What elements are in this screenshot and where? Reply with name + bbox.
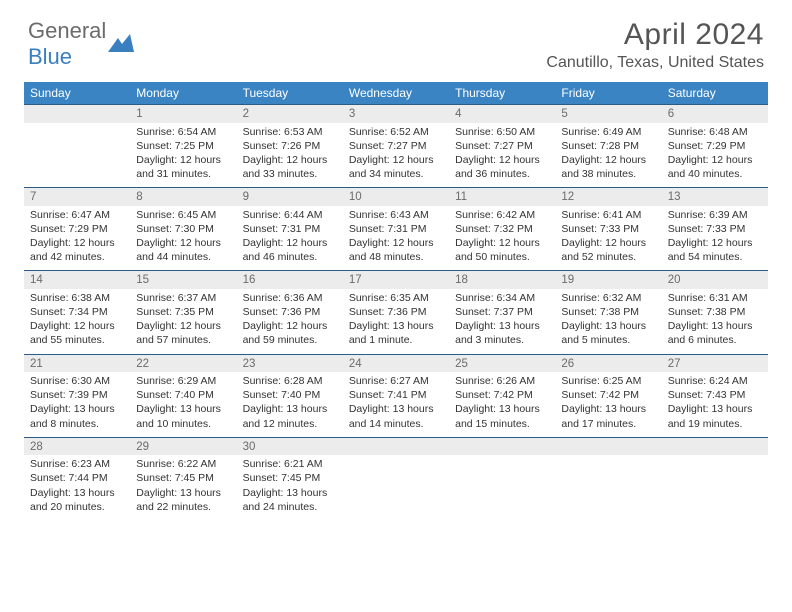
day-number: 18 [449, 271, 555, 289]
day-cell: Sunrise: 6:34 AMSunset: 7:37 PMDaylight:… [449, 289, 555, 354]
daynum-row: 282930 [24, 437, 768, 455]
daynum-row: 123456 [24, 105, 768, 123]
day-number: 20 [662, 271, 768, 289]
day-cell: Sunrise: 6:53 AMSunset: 7:26 PMDaylight:… [237, 123, 343, 188]
day-cell: Sunrise: 6:50 AMSunset: 7:27 PMDaylight:… [449, 123, 555, 188]
day-cell: Sunrise: 6:45 AMSunset: 7:30 PMDaylight:… [130, 206, 236, 271]
day-cell: Sunrise: 6:32 AMSunset: 7:38 PMDaylight:… [555, 289, 661, 354]
day-cell: Sunrise: 6:22 AMSunset: 7:45 PMDaylight:… [130, 455, 236, 520]
day-number: 28 [24, 437, 130, 455]
day-number: 2 [237, 105, 343, 123]
logo-blue: Blue [28, 44, 72, 69]
day-number: 6 [662, 105, 768, 123]
day-number: 23 [237, 354, 343, 372]
day-number: 21 [24, 354, 130, 372]
day-cell [24, 123, 130, 188]
day-cell: Sunrise: 6:44 AMSunset: 7:31 PMDaylight:… [237, 206, 343, 271]
day-cell: Sunrise: 6:48 AMSunset: 7:29 PMDaylight:… [662, 123, 768, 188]
day-number: 9 [237, 188, 343, 206]
day-cell: Sunrise: 6:39 AMSunset: 7:33 PMDaylight:… [662, 206, 768, 271]
day-cell: Sunrise: 6:49 AMSunset: 7:28 PMDaylight:… [555, 123, 661, 188]
logo-text: General Blue [28, 18, 106, 70]
day-cell: Sunrise: 6:24 AMSunset: 7:43 PMDaylight:… [662, 372, 768, 437]
day-number: 29 [130, 437, 236, 455]
day-header: Wednesday [343, 82, 449, 105]
day-number: 16 [237, 271, 343, 289]
day-cell [555, 455, 661, 520]
day-number [24, 105, 130, 123]
day-cell: Sunrise: 6:31 AMSunset: 7:38 PMDaylight:… [662, 289, 768, 354]
day-number: 8 [130, 188, 236, 206]
day-number: 30 [237, 437, 343, 455]
daynum-row: 21222324252627 [24, 354, 768, 372]
day-number: 25 [449, 354, 555, 372]
day-number: 3 [343, 105, 449, 123]
day-number: 11 [449, 188, 555, 206]
day-number: 19 [555, 271, 661, 289]
day-cell: Sunrise: 6:37 AMSunset: 7:35 PMDaylight:… [130, 289, 236, 354]
logo-triangle-icon [108, 34, 134, 54]
day-cell: Sunrise: 6:35 AMSunset: 7:36 PMDaylight:… [343, 289, 449, 354]
day-cell: Sunrise: 6:28 AMSunset: 7:40 PMDaylight:… [237, 372, 343, 437]
content-row: Sunrise: 6:47 AMSunset: 7:29 PMDaylight:… [24, 206, 768, 271]
day-header-row: Sunday Monday Tuesday Wednesday Thursday… [24, 82, 768, 105]
day-cell: Sunrise: 6:21 AMSunset: 7:45 PMDaylight:… [237, 455, 343, 520]
day-number: 26 [555, 354, 661, 372]
day-number: 24 [343, 354, 449, 372]
day-cell [343, 455, 449, 520]
day-number: 13 [662, 188, 768, 206]
month-title: April 2024 [546, 18, 764, 52]
day-header: Sunday [24, 82, 130, 105]
day-number [449, 437, 555, 455]
day-cell: Sunrise: 6:47 AMSunset: 7:29 PMDaylight:… [24, 206, 130, 271]
day-cell: Sunrise: 6:23 AMSunset: 7:44 PMDaylight:… [24, 455, 130, 520]
day-number: 7 [24, 188, 130, 206]
day-header: Tuesday [237, 82, 343, 105]
day-cell: Sunrise: 6:54 AMSunset: 7:25 PMDaylight:… [130, 123, 236, 188]
day-number: 15 [130, 271, 236, 289]
title-block: April 2024 Canutillo, Texas, United Stat… [546, 18, 764, 72]
day-number: 12 [555, 188, 661, 206]
content-row: Sunrise: 6:38 AMSunset: 7:34 PMDaylight:… [24, 289, 768, 354]
day-number: 5 [555, 105, 661, 123]
day-header: Saturday [662, 82, 768, 105]
day-cell: Sunrise: 6:43 AMSunset: 7:31 PMDaylight:… [343, 206, 449, 271]
day-number: 14 [24, 271, 130, 289]
day-cell [449, 455, 555, 520]
logo: General Blue [28, 18, 134, 70]
day-cell [662, 455, 768, 520]
day-number [343, 437, 449, 455]
calendar-table: Sunday Monday Tuesday Wednesday Thursday… [24, 82, 768, 520]
content-row: Sunrise: 6:54 AMSunset: 7:25 PMDaylight:… [24, 123, 768, 188]
day-cell: Sunrise: 6:30 AMSunset: 7:39 PMDaylight:… [24, 372, 130, 437]
logo-general: General [28, 18, 106, 43]
day-number: 10 [343, 188, 449, 206]
day-cell: Sunrise: 6:36 AMSunset: 7:36 PMDaylight:… [237, 289, 343, 354]
day-header: Monday [130, 82, 236, 105]
day-cell: Sunrise: 6:25 AMSunset: 7:42 PMDaylight:… [555, 372, 661, 437]
day-cell: Sunrise: 6:41 AMSunset: 7:33 PMDaylight:… [555, 206, 661, 271]
content-row: Sunrise: 6:30 AMSunset: 7:39 PMDaylight:… [24, 372, 768, 437]
day-number [555, 437, 661, 455]
day-cell: Sunrise: 6:26 AMSunset: 7:42 PMDaylight:… [449, 372, 555, 437]
day-header: Friday [555, 82, 661, 105]
day-number: 1 [130, 105, 236, 123]
day-cell: Sunrise: 6:27 AMSunset: 7:41 PMDaylight:… [343, 372, 449, 437]
day-number: 17 [343, 271, 449, 289]
content-row: Sunrise: 6:23 AMSunset: 7:44 PMDaylight:… [24, 455, 768, 520]
day-number: 22 [130, 354, 236, 372]
day-cell: Sunrise: 6:42 AMSunset: 7:32 PMDaylight:… [449, 206, 555, 271]
day-cell: Sunrise: 6:52 AMSunset: 7:27 PMDaylight:… [343, 123, 449, 188]
location: Canutillo, Texas, United States [546, 54, 764, 72]
header: General Blue April 2024 Canutillo, Texas… [0, 0, 792, 76]
day-cell: Sunrise: 6:38 AMSunset: 7:34 PMDaylight:… [24, 289, 130, 354]
day-number: 4 [449, 105, 555, 123]
daynum-row: 78910111213 [24, 188, 768, 206]
day-number: 27 [662, 354, 768, 372]
day-cell: Sunrise: 6:29 AMSunset: 7:40 PMDaylight:… [130, 372, 236, 437]
day-header: Thursday [449, 82, 555, 105]
day-number [662, 437, 768, 455]
daynum-row: 14151617181920 [24, 271, 768, 289]
calendar-body: 123456Sunrise: 6:54 AMSunset: 7:25 PMDay… [24, 105, 768, 520]
